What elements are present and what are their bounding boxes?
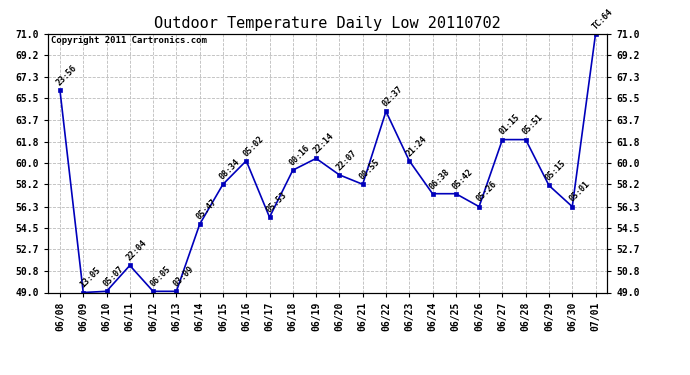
Text: 08:34: 08:34 <box>218 158 242 182</box>
Text: 01:15: 01:15 <box>497 113 522 137</box>
Text: 05:07: 05:07 <box>101 264 126 288</box>
Text: 21:24: 21:24 <box>404 134 428 158</box>
Title: Outdoor Temperature Daily Low 20110702: Outdoor Temperature Daily Low 20110702 <box>155 16 501 31</box>
Text: 05:42: 05:42 <box>451 167 475 191</box>
Text: 05:15: 05:15 <box>544 159 568 183</box>
Text: 06:05: 06:05 <box>148 264 172 288</box>
Text: 05:02: 05:02 <box>241 134 266 158</box>
Text: 23:56: 23:56 <box>55 63 79 87</box>
Text: 05:53: 05:53 <box>264 190 288 214</box>
Text: 22:04: 22:04 <box>125 238 149 262</box>
Text: 05:26: 05:26 <box>474 180 498 204</box>
Text: 00:55: 00:55 <box>357 158 382 182</box>
Text: 05:51: 05:51 <box>521 113 545 137</box>
Text: 22:07: 22:07 <box>335 148 359 172</box>
Text: 13:05: 13:05 <box>78 266 102 290</box>
Text: Copyright 2011 Cartronics.com: Copyright 2011 Cartronics.com <box>51 36 207 45</box>
Text: 02:37: 02:37 <box>381 84 405 109</box>
Text: 22:14: 22:14 <box>311 132 335 156</box>
Text: TC:64: TC:64 <box>591 7 615 31</box>
Text: 05:47: 05:47 <box>195 198 219 222</box>
Text: 06:38: 06:38 <box>428 167 452 191</box>
Text: 05:01: 05:01 <box>567 180 591 204</box>
Text: 00:16: 00:16 <box>288 143 312 167</box>
Text: 03:09: 03:09 <box>171 264 195 288</box>
